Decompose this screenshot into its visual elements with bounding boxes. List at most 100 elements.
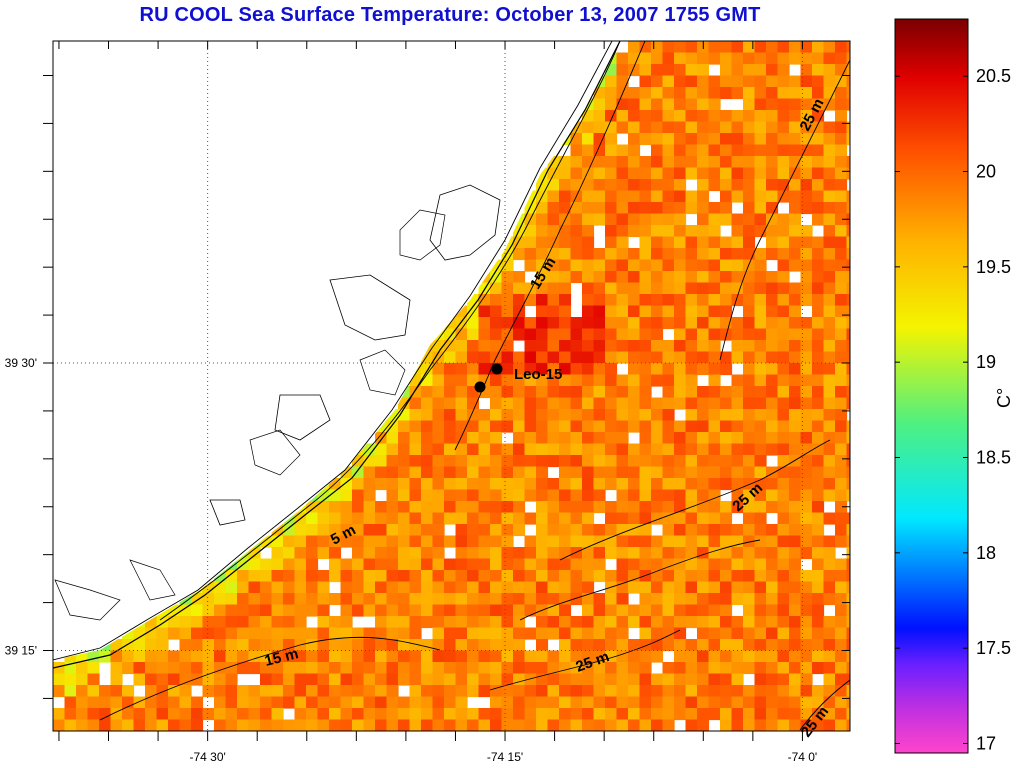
sst-pixel [639, 190, 652, 203]
sst-pixel [823, 570, 836, 583]
sst-pixel [662, 190, 675, 203]
sst-pixel [547, 535, 560, 548]
sst-pixel [444, 627, 457, 640]
sst-pixel [593, 570, 606, 583]
sst-pixel [501, 305, 514, 318]
sst-pixel [823, 374, 836, 387]
sst-pixel [467, 558, 480, 571]
sst-pixel [317, 547, 330, 560]
sst-pixel [386, 627, 399, 640]
sst-pixel [846, 547, 850, 560]
sst-pixel [743, 374, 756, 387]
sst-pixel [708, 685, 721, 698]
sst-pixel [605, 639, 618, 652]
sst-pixel [87, 708, 100, 721]
sst-pixel [812, 558, 825, 571]
sst-pixel [685, 558, 698, 571]
sst-pixel [639, 75, 652, 88]
sst-pixel [789, 696, 802, 709]
sst-pixel [432, 673, 445, 686]
sst-pixel [467, 627, 480, 640]
sst-pixel [800, 432, 813, 445]
sst-pixel [352, 708, 365, 721]
sst-pixel [789, 52, 802, 65]
sst-pixel [628, 570, 641, 583]
sst-pixel [570, 259, 583, 272]
sst-pixel [777, 213, 790, 226]
sst-pixel [846, 121, 850, 134]
sst-pixel [697, 340, 710, 353]
sst-pixel [754, 535, 767, 548]
sst-pixel [823, 121, 836, 134]
sst-pixel [467, 593, 480, 606]
sst-pixel [582, 167, 595, 180]
sst-pixel [513, 305, 526, 318]
sst-pixel [812, 156, 825, 169]
sst-pixel [720, 305, 733, 318]
sst-pixel [662, 75, 675, 88]
sst-pixel [697, 443, 710, 456]
sst-pixel [570, 512, 583, 525]
sst-pixel [708, 604, 721, 617]
sst-pixel [651, 64, 664, 77]
sst-pixel [501, 466, 514, 479]
sst-pixel [800, 52, 813, 65]
sst-pixel [593, 397, 606, 410]
sst-pixel [536, 593, 549, 606]
sst-pixel [363, 650, 376, 663]
sst-pixel [444, 535, 457, 548]
sst-pixel [501, 282, 514, 295]
sst-pixel [777, 616, 790, 629]
sst-pixel [789, 202, 802, 215]
sst-pixel [651, 627, 664, 640]
sst-pixel [800, 374, 813, 387]
sst-pixel [340, 604, 353, 617]
sst-pixel [662, 604, 675, 617]
sst-pixel [674, 328, 687, 341]
sst-pixel [375, 616, 388, 629]
sst-pixel [455, 374, 468, 387]
sst-pixel [823, 340, 836, 353]
sst-pixel [766, 547, 779, 560]
sst-pixel [743, 627, 756, 640]
sst-pixel [490, 593, 503, 606]
sst-pixel [743, 98, 756, 111]
sst-pixel [237, 570, 250, 583]
colorbar-tick-label: 19 [976, 352, 996, 372]
sst-pixel [616, 156, 629, 169]
sst-pixel [789, 110, 802, 123]
sst-pixel [582, 455, 595, 468]
sst-pixel [697, 397, 710, 410]
sst-pixel [616, 558, 629, 571]
sst-pixel [133, 627, 146, 640]
sst-pixel [651, 616, 664, 629]
sst-pixel [444, 558, 457, 571]
sst-pixel [823, 696, 836, 709]
sst-pixel [812, 167, 825, 180]
sst-pixel [559, 259, 572, 272]
sst-pixel [616, 639, 629, 652]
sst-pixel [317, 627, 330, 640]
sst-pixel [582, 213, 595, 226]
sst-pixel [662, 98, 675, 111]
sst-pixel [639, 420, 652, 433]
sst-pixel [639, 547, 652, 560]
sst-pixel [616, 271, 629, 284]
sst-pixel [409, 420, 422, 433]
sst-pixel [789, 397, 802, 410]
sst-pixel [593, 156, 606, 169]
sst-pixel [800, 340, 813, 353]
sst-pixel [708, 271, 721, 284]
sst-pixel [674, 455, 687, 468]
sst-pixel [651, 259, 664, 272]
sst-pixel [444, 374, 457, 387]
sst-pixel [513, 627, 526, 640]
sst-pixel [639, 156, 652, 169]
sst-pixel [731, 317, 744, 330]
sst-pixel [662, 386, 675, 399]
sst-pixel [812, 627, 825, 640]
sst-pixel [455, 386, 468, 399]
sst-pixel [800, 64, 813, 77]
sst-pixel [582, 294, 595, 307]
sst-pixel [605, 386, 618, 399]
